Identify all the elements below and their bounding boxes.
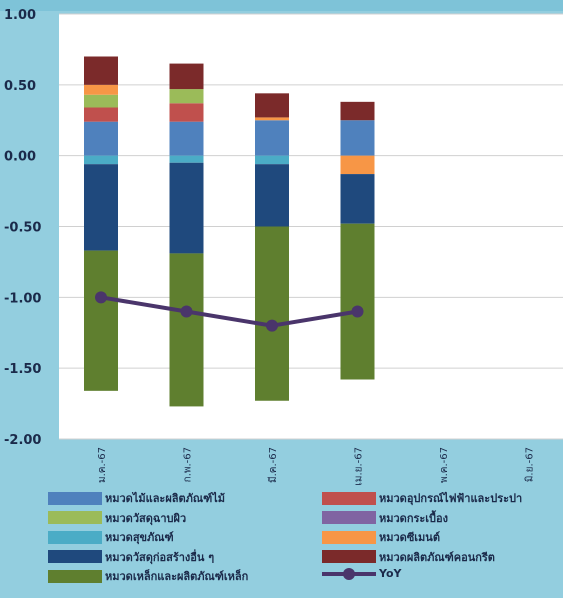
yoy-point	[95, 291, 107, 304]
bar-segment	[169, 162, 204, 254]
legend-swatch	[48, 550, 102, 563]
legend-label: หมวดสุขภัณฑ์	[105, 531, 174, 544]
legend-swatch	[322, 530, 376, 544]
legend-item: YoY	[322, 567, 401, 580]
bar-segment	[340, 174, 375, 224]
y-tick-label: -1.00	[4, 291, 41, 306]
bar-segment	[169, 155, 204, 163]
x-axis-ticks: ม.ค.-67 ก.พ.-67 มี.ค.-67 เม.ย.-67 พ.ค.-67 มิ.…	[97, 447, 536, 486]
y-tick-label: 0.00	[4, 150, 36, 165]
bars-group	[84, 56, 375, 407]
bar-segment	[84, 121, 118, 156]
yoy-line-group	[95, 291, 364, 332]
bar-segment	[340, 155, 375, 175]
legend-label: หมวดวัสดุก่อสร้างอื่น ๆ	[105, 550, 215, 564]
legend-item: หมวดสุขภัณฑ์	[48, 528, 174, 546]
legend-label: หมวดผลิตภัณฑ์คอนกรีต	[379, 550, 495, 564]
x-tick-label: ก.พ.-67	[183, 447, 194, 482]
bar-segment	[255, 117, 289, 121]
bar-segment	[340, 101, 375, 121]
bar-segment	[340, 223, 375, 380]
bar-segment	[84, 56, 118, 85]
legend-swatch	[48, 511, 102, 524]
legend-item: หมวดอุปกรณ์ไฟฟ้าและประปา	[322, 489, 522, 507]
bar-segment	[169, 89, 204, 104]
bar-segment	[255, 155, 289, 165]
bar-segment	[84, 94, 118, 108]
legend-swatch	[48, 530, 102, 544]
legend-item: หมวดผลิตภัณฑ์คอนกรีต	[322, 548, 495, 566]
legend-label: หมวดไม้และผลิตภัณฑ์ไม้	[105, 492, 226, 505]
legend-line-swatch	[322, 567, 376, 580]
yoy-point	[351, 305, 364, 318]
legend-label: YoY	[379, 567, 402, 580]
legend-label: หมวดวัสดุฉาบผิว	[105, 511, 187, 525]
x-tick-label: มี.ค.-67	[267, 447, 279, 483]
bar-segment	[255, 93, 289, 118]
legend-swatch	[322, 511, 376, 524]
legend-swatch	[322, 550, 376, 563]
legend-item: หมวดวัสดุก่อสร้างอื่น ๆ	[48, 548, 214, 566]
x-tick-label: พ.ค.-67	[439, 447, 450, 483]
x-tick-label: มิ.ย.-67	[525, 447, 536, 482]
legend-label: หมวดอุปกรณ์ไฟฟ้าและประปา	[379, 492, 523, 505]
bar-segment	[169, 63, 204, 90]
x-tick-label: ม.ค.-67	[97, 447, 108, 483]
yoy-point	[180, 305, 193, 318]
gridlines	[59, 13, 563, 440]
bar-segment	[169, 121, 204, 156]
bar-segment	[84, 84, 118, 95]
y-tick-label: -2.00	[4, 433, 41, 448]
yoy-point	[266, 319, 278, 332]
y-tick-label: -1.50	[4, 362, 41, 377]
bar-segment	[84, 250, 118, 391]
bar-segment	[255, 226, 289, 401]
bar-segment	[255, 164, 289, 227]
legend-label: หมวดเหล็กและผลิตภัณฑ์เหล็ก	[105, 570, 249, 583]
legend-item: หมวดไม้และผลิตภัณฑ์ไม้	[48, 489, 225, 507]
legend-item: หมวดเหล็กและผลิตภัณฑ์เหล็ก	[48, 567, 248, 585]
legend-item: หมวดวัสดุฉาบผิว	[48, 509, 186, 527]
bar-segment	[84, 107, 118, 122]
y-tick-label: -0.50	[4, 221, 41, 236]
x-tick-label: เม.ย.-67	[354, 447, 365, 486]
legend-label: หมวดกระเบื้อง	[379, 511, 449, 525]
y-axis-ticks: 1.00 0.50 0.00 -0.50 -1.00 -1.50 -2.00	[4, 8, 41, 448]
top-accent-bar	[0, 0, 563, 11]
legend-item: หมวดซีเมนต์	[322, 528, 440, 546]
bar-segment	[255, 120, 289, 156]
legend-label: หมวดซีเมนต์	[379, 531, 440, 544]
y-tick-label: 0.50	[4, 79, 36, 94]
bar-segment	[169, 253, 204, 407]
legend-swatch	[48, 491, 102, 505]
bar-segment	[84, 164, 118, 251]
y-tick-label: 1.00	[4, 8, 36, 23]
bar-segment	[169, 103, 204, 122]
legend-item: หมวดกระเบื้อง	[322, 509, 448, 527]
yoy-line	[100, 295, 358, 328]
bar-segment	[340, 120, 375, 156]
legend-swatch	[322, 491, 376, 505]
legend-swatch	[48, 569, 102, 583]
bar-segment	[84, 155, 118, 165]
